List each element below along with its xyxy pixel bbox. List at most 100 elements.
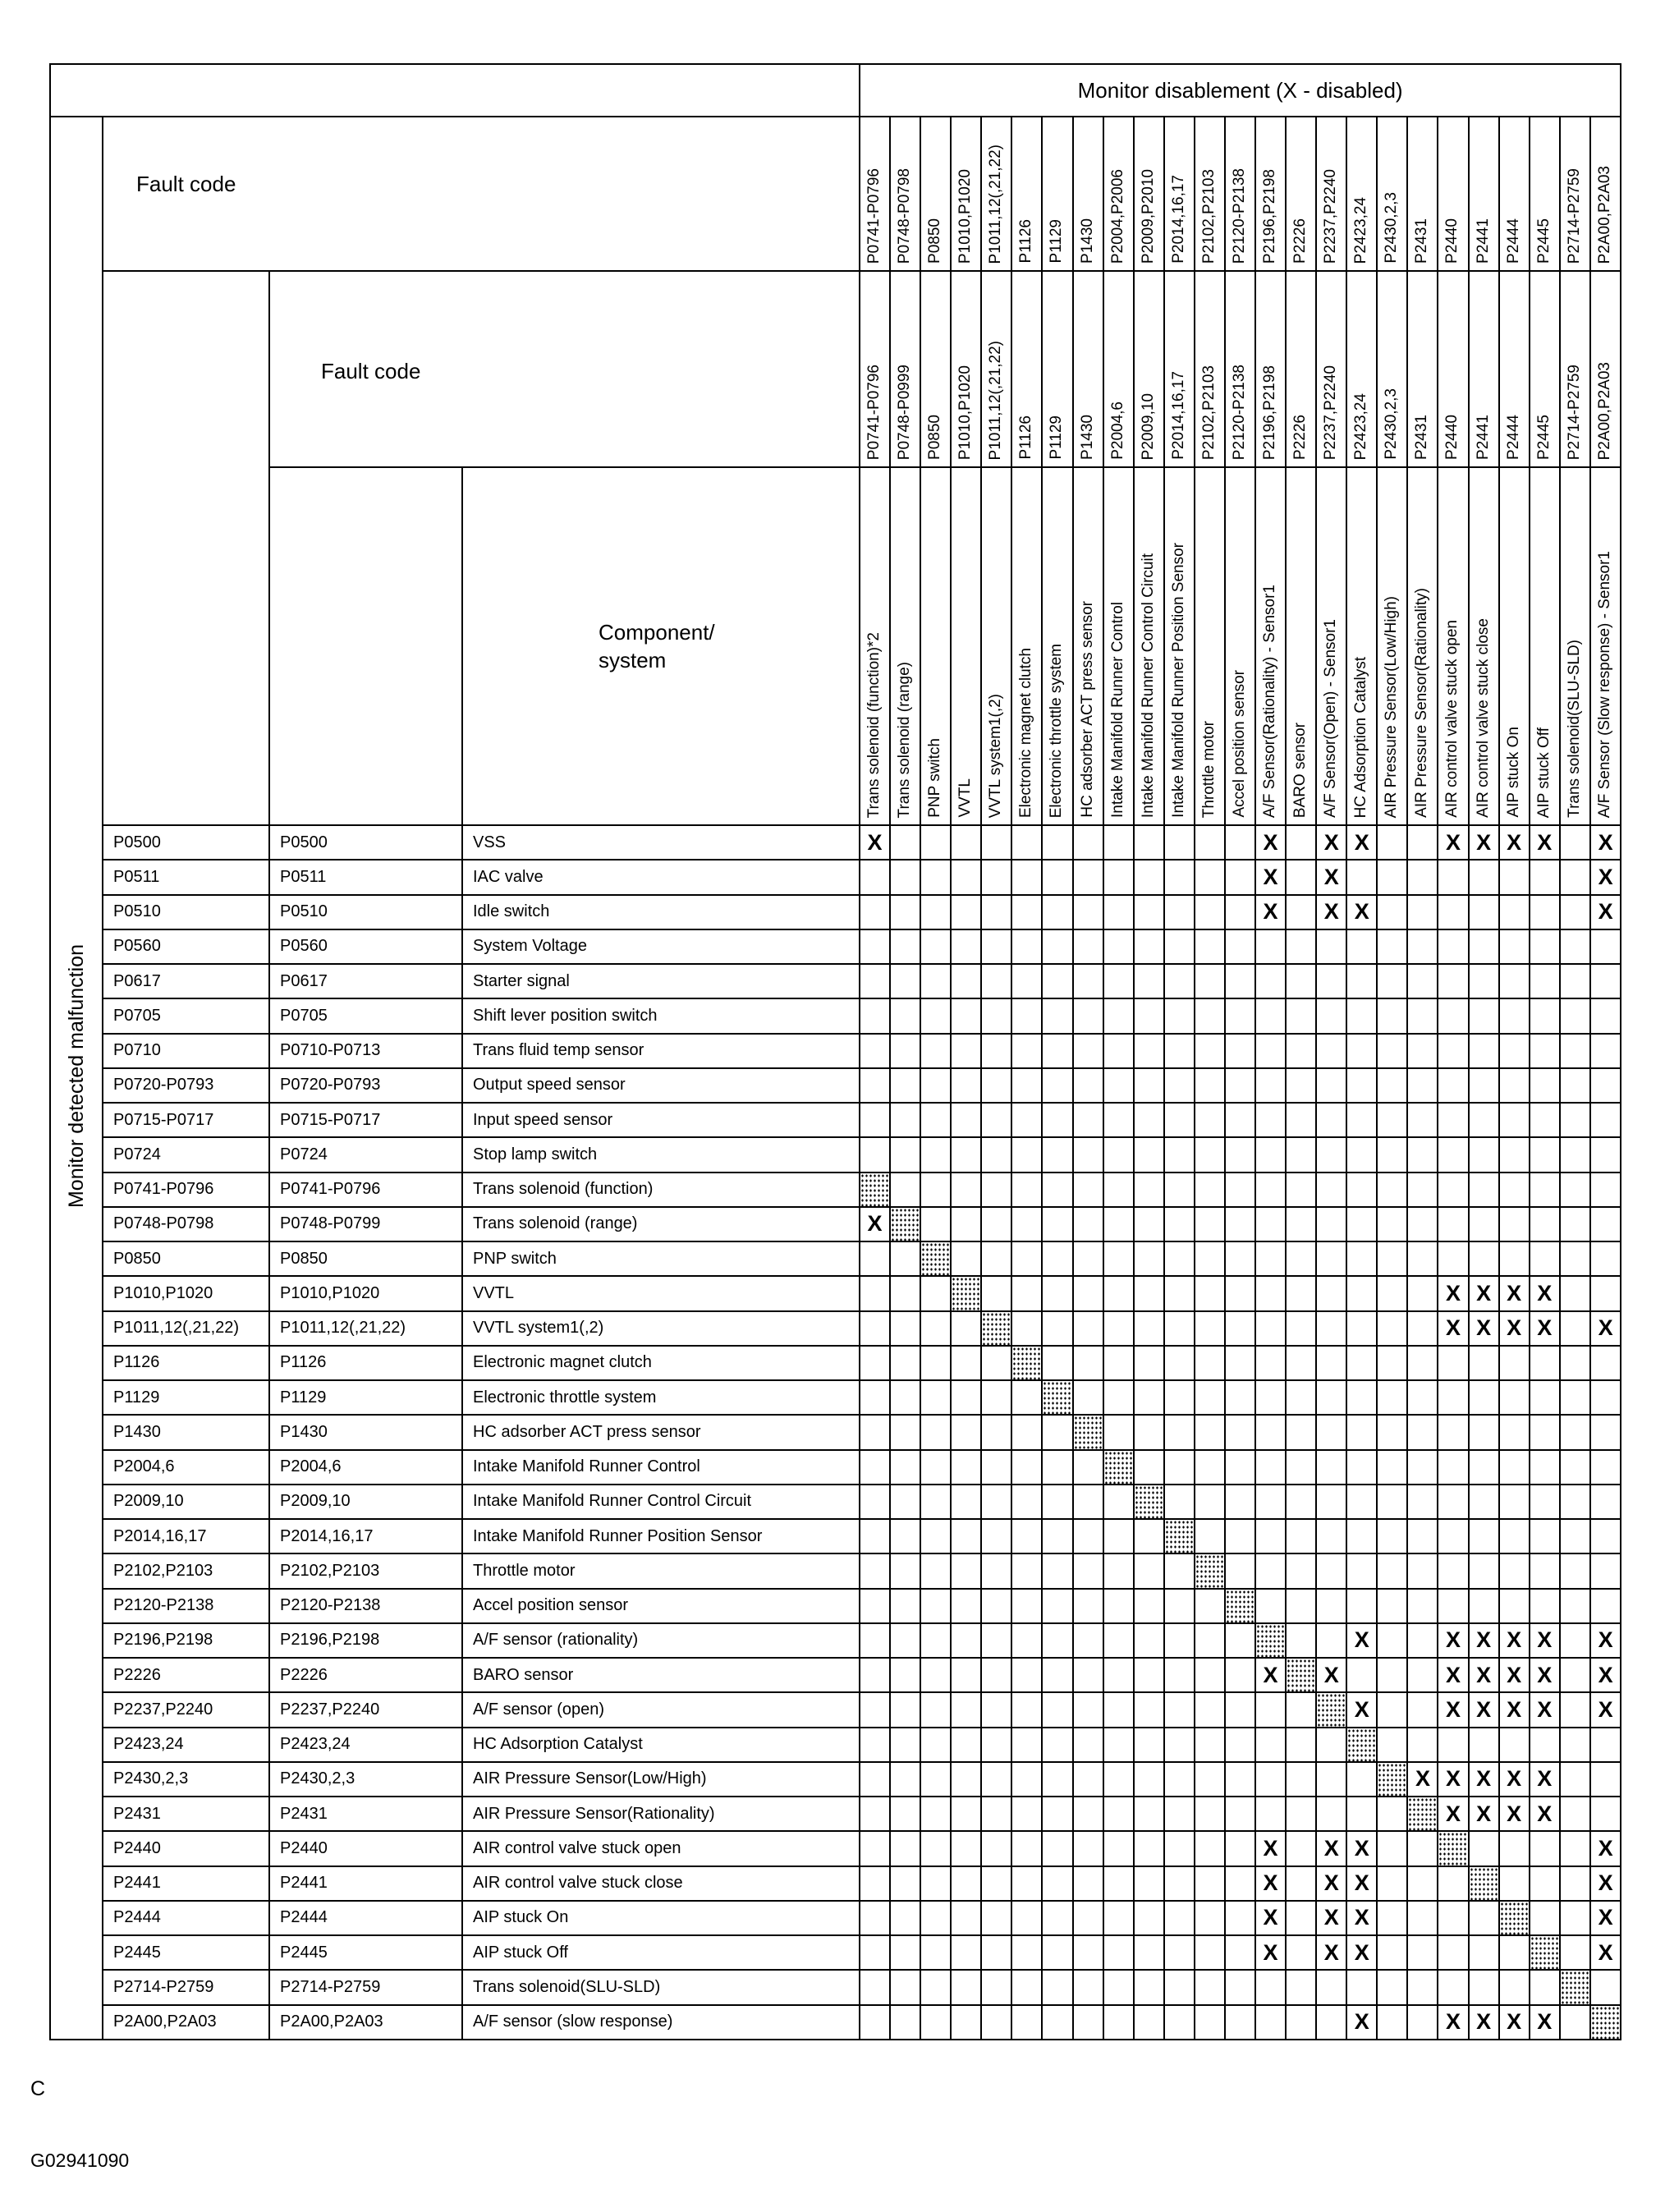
empty-cell bbox=[1467, 1587, 1500, 1624]
column-header-text: AIR Pressure Sensor(Rationality) bbox=[1413, 588, 1431, 818]
empty-cell bbox=[1041, 1275, 1074, 1312]
empty-cell bbox=[1558, 998, 1591, 1035]
disabled-mark: X bbox=[1528, 1275, 1561, 1312]
row-code2: P1430 bbox=[268, 1414, 463, 1451]
empty-cell bbox=[1346, 1448, 1378, 1485]
empty-cell bbox=[950, 1795, 983, 1833]
empty-cell bbox=[1163, 893, 1195, 930]
column-header-text: P2445 bbox=[1534, 415, 1553, 460]
empty-cell bbox=[950, 893, 983, 930]
column-header-text: AIR Pressure Sensor(Low/High) bbox=[1383, 595, 1401, 818]
monitor-disablement-table: Monitor disablement (X - disabled) Monit… bbox=[49, 63, 1622, 2040]
empty-cell bbox=[1102, 1032, 1135, 1069]
empty-cell bbox=[1041, 1448, 1074, 1485]
empty-cell bbox=[980, 1553, 1013, 1590]
disabled-mark: X bbox=[858, 824, 892, 861]
empty-cell bbox=[858, 1240, 892, 1278]
empty-cell bbox=[1011, 1171, 1043, 1208]
row-code2: P2431 bbox=[268, 1795, 463, 1833]
empty-cell bbox=[1011, 962, 1043, 1000]
empty-cell bbox=[1223, 1934, 1257, 1971]
table-row: P1011,12(,21,22) P1011,12(,21,22) VVTL sys… bbox=[50, 1310, 1622, 1347]
empty-cell bbox=[920, 1275, 952, 1312]
empty-cell bbox=[950, 2003, 983, 2040]
row-code2: P2441 bbox=[268, 1865, 463, 1902]
empty-cell bbox=[920, 962, 952, 1000]
empty-cell bbox=[1041, 928, 1074, 966]
empty-cell bbox=[1102, 1205, 1135, 1243]
empty-cell bbox=[1193, 1517, 1226, 1555]
column-header-text: P0748-P0798 bbox=[896, 168, 914, 264]
row-component: Intake Manifold Runner Control bbox=[461, 1448, 860, 1485]
empty-cell bbox=[1223, 1691, 1257, 1728]
empty-cell bbox=[1011, 1899, 1043, 1937]
column-header-text: AIP stuck Off bbox=[1534, 727, 1553, 818]
empty-cell bbox=[1285, 1795, 1318, 1833]
empty-cell bbox=[889, 1032, 922, 1069]
column-header-text: P2714-P2759 bbox=[1565, 168, 1583, 264]
empty-cell bbox=[1102, 1587, 1135, 1624]
empty-cell bbox=[1041, 893, 1074, 930]
empty-cell bbox=[1041, 859, 1074, 896]
empty-cell bbox=[980, 2003, 1013, 2040]
empty-cell bbox=[1467, 1205, 1500, 1243]
empty-cell bbox=[1528, 1830, 1561, 1867]
row-code1: P0724 bbox=[102, 1136, 270, 1173]
empty-cell bbox=[1285, 1275, 1318, 1312]
disabled-mark: X bbox=[1498, 1656, 1530, 1694]
empty-cell bbox=[920, 1934, 952, 1971]
empty-cell bbox=[950, 1691, 983, 1728]
empty-cell bbox=[1011, 859, 1043, 896]
empty-cell bbox=[1102, 1414, 1135, 1451]
disabled-mark: X bbox=[1528, 2003, 1561, 2040]
empty-cell bbox=[1193, 1101, 1226, 1139]
fault-code-header-1: Fault code bbox=[102, 116, 860, 272]
column-header-code1: P2423,24 bbox=[1346, 116, 1378, 272]
column-header-component: Trans solenoid (function)*2 bbox=[858, 466, 892, 826]
table-row: P0500 P0500 VSS X X X X X X X X X bbox=[50, 824, 1622, 861]
column-header-code2: P2441 bbox=[1467, 270, 1500, 468]
column-header-code2: P2226 bbox=[1285, 270, 1318, 468]
empty-cell bbox=[1041, 1760, 1074, 1798]
empty-cell bbox=[1346, 1795, 1378, 1833]
empty-cell bbox=[1285, 1240, 1318, 1278]
row-component: AIR control valve stuck open bbox=[461, 1830, 860, 1867]
empty-cell bbox=[1223, 1067, 1257, 1104]
empty-cell bbox=[1041, 1310, 1074, 1347]
empty-cell bbox=[1132, 1969, 1165, 2006]
empty-cell bbox=[1132, 1934, 1165, 1971]
empty-cell bbox=[1558, 1760, 1591, 1798]
empty-cell bbox=[1558, 893, 1591, 930]
empty-cell bbox=[1071, 824, 1104, 861]
disabled-mark: X bbox=[1589, 1622, 1622, 1659]
disabled-mark: X bbox=[1346, 1934, 1378, 1971]
self-cell bbox=[1498, 1899, 1530, 1937]
empty-cell bbox=[1041, 998, 1074, 1035]
table-row: P1430 P1430 HC adsorber ACT press sensor bbox=[50, 1414, 1622, 1451]
empty-cell bbox=[1163, 998, 1195, 1035]
empty-cell bbox=[1223, 1448, 1257, 1485]
table-row: P2444 P2444 AIP stuck On X X X X bbox=[50, 1899, 1622, 1937]
empty-cell bbox=[1011, 1067, 1043, 1104]
column-header-text: P2237,P2240 bbox=[1322, 365, 1340, 460]
empty-cell bbox=[858, 1899, 892, 1937]
self-cell bbox=[1102, 1448, 1135, 1485]
empty-cell bbox=[1285, 1691, 1318, 1728]
empty-cell bbox=[1346, 1101, 1378, 1139]
row-component: Idle switch bbox=[461, 893, 860, 930]
empty-cell bbox=[1315, 1622, 1348, 1659]
column-header-text: A/F Sensor(Rationality) - Sensor1 bbox=[1261, 584, 1279, 818]
empty-cell bbox=[1467, 1379, 1500, 1416]
empty-cell bbox=[1376, 1101, 1409, 1139]
empty-cell bbox=[1315, 1969, 1348, 2006]
column-header-text: VVTL system1(,2) bbox=[987, 693, 1005, 818]
empty-cell bbox=[1193, 1171, 1226, 1208]
column-header-text: P2014,16,17 bbox=[1169, 175, 1187, 264]
empty-cell bbox=[920, 928, 952, 966]
row-code1: P0510 bbox=[102, 893, 270, 930]
disabled-mark: X bbox=[1467, 824, 1500, 861]
empty-cell bbox=[1011, 1726, 1043, 1763]
column-header-component: Intake Manifold Runner Control Circuit bbox=[1132, 466, 1165, 826]
empty-cell bbox=[889, 1517, 922, 1555]
empty-cell bbox=[1315, 1760, 1348, 1798]
